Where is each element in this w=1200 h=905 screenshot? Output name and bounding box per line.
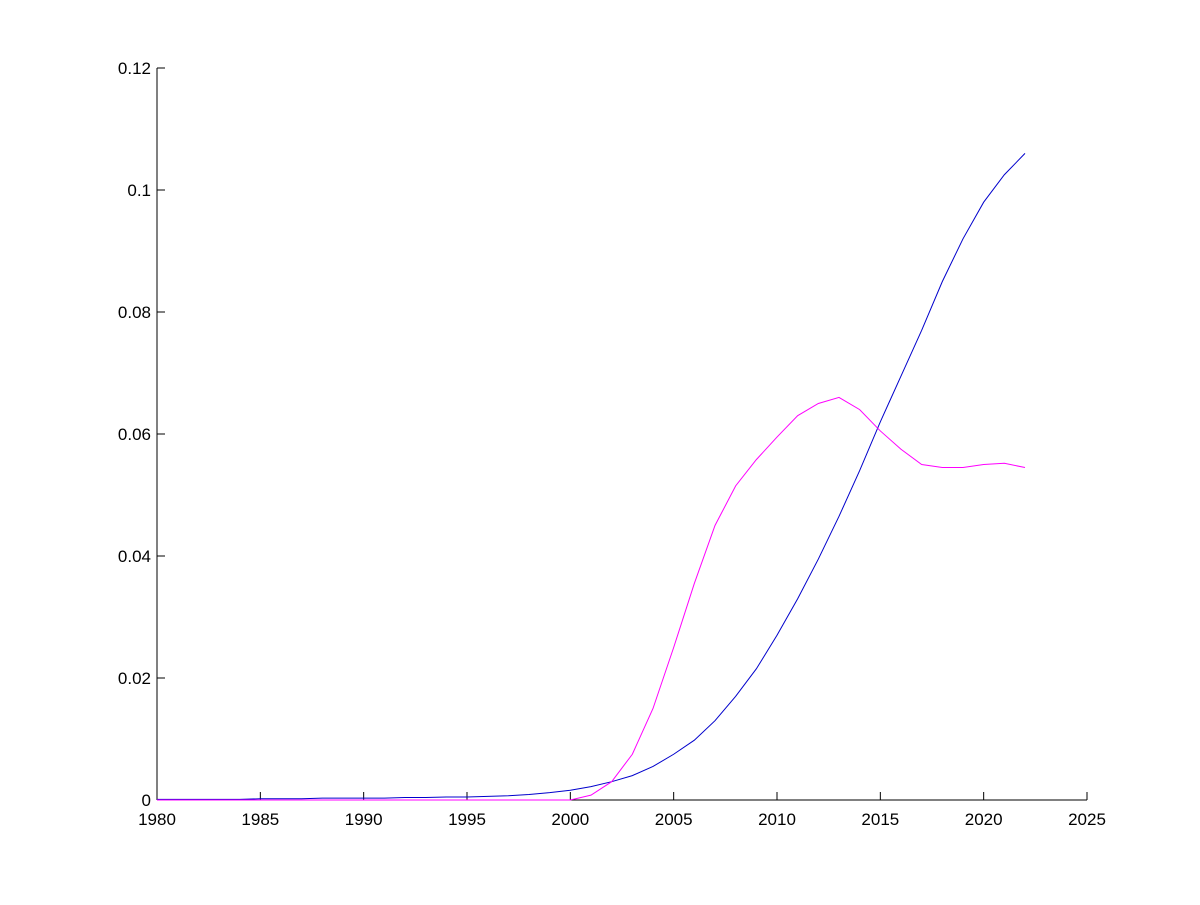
x-tick-label: 2005 bbox=[655, 810, 693, 829]
data-line bbox=[157, 396, 1026, 801]
x-tick-label: 2000 bbox=[551, 810, 589, 829]
x-tick-label: 1980 bbox=[138, 810, 176, 829]
y-tick-label: 0.12 bbox=[118, 59, 151, 78]
y-tick-label: 0 bbox=[142, 791, 151, 810]
x-tick-label: 2015 bbox=[861, 810, 899, 829]
x-tick-label: 2020 bbox=[965, 810, 1003, 829]
y-tick-label: 0.02 bbox=[118, 669, 151, 688]
x-tick-label: 1990 bbox=[345, 810, 383, 829]
y-tick-label: 0.04 bbox=[118, 547, 151, 566]
x-tick-label: 1995 bbox=[448, 810, 486, 829]
x-tick-label: 1985 bbox=[241, 810, 279, 829]
y-tick-label: 0.08 bbox=[118, 303, 151, 322]
data-line bbox=[157, 153, 1026, 800]
y-tick-label: 0.06 bbox=[118, 425, 151, 444]
x-tick-label: 2010 bbox=[758, 810, 796, 829]
y-tick-label: 0.1 bbox=[127, 181, 151, 200]
x-tick-label: 2025 bbox=[1068, 810, 1106, 829]
